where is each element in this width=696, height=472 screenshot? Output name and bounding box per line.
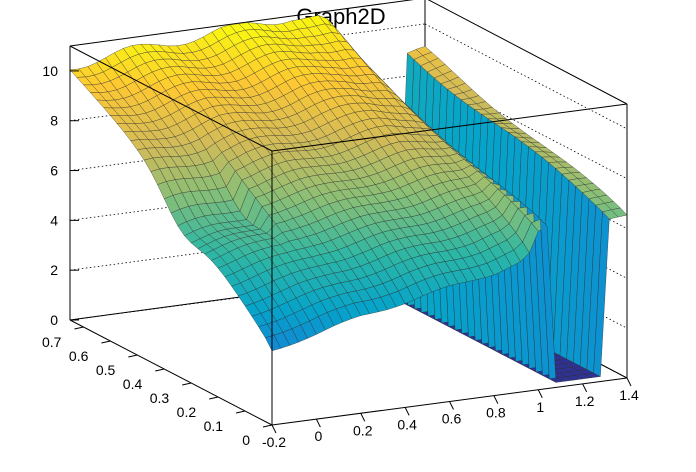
y-tick-label: 0.3 [150, 390, 170, 406]
y-tick-mark [209, 396, 219, 400]
surface-plot [69, 15, 628, 383]
y-tick-mark [74, 326, 84, 330]
y-tick-mark [128, 354, 138, 358]
z-tick-label: 0 [50, 312, 58, 328]
y-axis-line [69, 319, 273, 426]
y-tick-label: 0.4 [123, 376, 143, 392]
y-tick-mark [235, 410, 246, 414]
y-tick-label: 0 [242, 432, 250, 448]
z-tick-label: 10 [42, 63, 58, 79]
x-tick-mark [360, 413, 366, 422]
x-tick-label: -0.2 [262, 434, 286, 450]
x-tick-mark [537, 389, 543, 398]
z-tick-label: 2 [50, 262, 58, 278]
y-tick-mark [182, 382, 192, 386]
x-tick-mark [449, 401, 454, 410]
z-tick-label: 8 [50, 113, 58, 129]
x-tick-label: 0.4 [397, 416, 417, 432]
y-tick-mark [155, 368, 165, 372]
y-tick-label: 0.7 [42, 334, 62, 350]
x-tick-mark [582, 383, 588, 393]
frame-edge [69, 45, 273, 152]
surface-cell [611, 207, 628, 218]
x-tick-label: 1 [536, 399, 544, 415]
y-tick-label: 0.5 [96, 362, 116, 378]
x-tick-mark [271, 424, 277, 434]
y-tick-label: 0.1 [204, 418, 224, 434]
z-tick-label: 6 [50, 163, 58, 179]
y-tick-label: 0.2 [177, 404, 197, 420]
frame-edge [69, 0, 414, 47]
frame-edge [271, 103, 628, 152]
x-tick-label: 0.2 [353, 422, 373, 438]
x-tick-mark [404, 407, 410, 416]
x-tick-mark [493, 395, 499, 404]
y-tick-mark [262, 424, 273, 428]
frame-edge [427, 0, 628, 105]
x-tick-mark [315, 418, 321, 428]
x-tick-label: 1.2 [575, 393, 595, 409]
z-tick-label: 4 [50, 212, 58, 228]
x-tick-label: 1.4 [619, 387, 639, 403]
x-tick-label: 0.6 [442, 411, 462, 427]
axis-ticks: -0.2 0 0.2 0.4 0.6 0.8 1 1.2 1.4 0 0.1 0.2 0.3 0.4 0.5… [42, 63, 639, 450]
y-tick-label: 0.6 [69, 348, 89, 364]
y-tick-mark [101, 340, 111, 344]
x-tick-label: 0.8 [486, 405, 506, 421]
x-tick-mark [626, 377, 632, 387]
x-tick-label: 0 [314, 428, 322, 444]
